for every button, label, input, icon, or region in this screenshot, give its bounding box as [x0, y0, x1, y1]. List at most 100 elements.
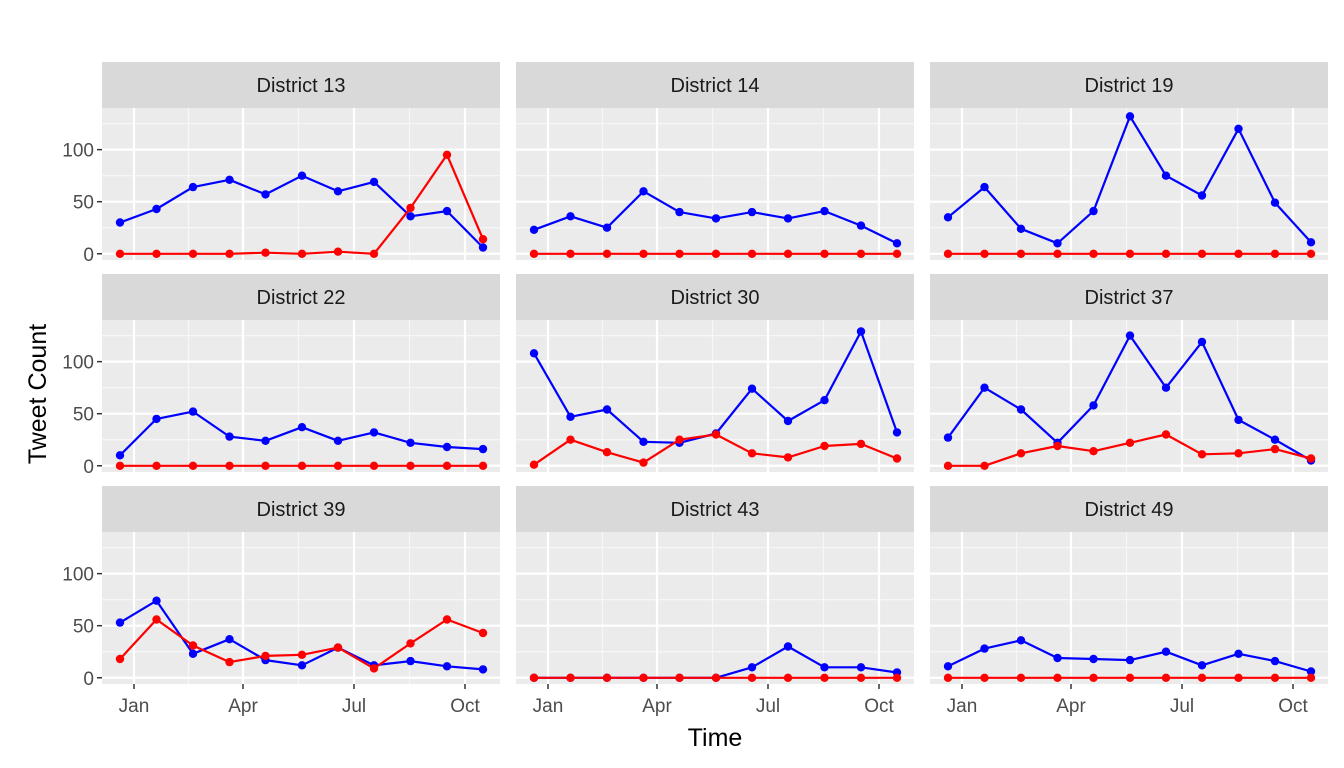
- facet-panel-6: District 37: [930, 274, 1328, 472]
- data-point: [406, 639, 415, 648]
- data-point: [478, 628, 488, 638]
- data-point: [747, 449, 757, 458]
- data-point: [1125, 112, 1135, 121]
- data-point: [639, 437, 648, 446]
- data-point: [783, 673, 793, 682]
- data-point: [1125, 673, 1135, 682]
- data-point: [442, 150, 452, 159]
- data-point: [1161, 647, 1171, 656]
- data-point: [406, 203, 415, 213]
- data-point: [152, 596, 161, 605]
- x-tick-label: Jan: [947, 696, 978, 717]
- data-point: [783, 214, 793, 223]
- data-point: [943, 249, 953, 258]
- y-tick-label: 100: [62, 353, 94, 374]
- data-point: [1161, 673, 1171, 682]
- data-point: [711, 430, 721, 439]
- data-point: [856, 221, 866, 230]
- panel-background: [516, 108, 914, 260]
- data-point: [478, 235, 488, 244]
- data-point: [333, 643, 343, 652]
- data-point: [406, 656, 415, 666]
- data-point: [225, 249, 234, 258]
- data-point: [1197, 249, 1207, 258]
- data-point: [1270, 198, 1280, 207]
- y-tick-label: 0: [83, 669, 94, 690]
- data-point: [478, 444, 488, 454]
- data-point: [943, 673, 953, 682]
- data-point: [188, 461, 198, 470]
- data-point: [747, 384, 757, 393]
- data-point: [892, 249, 902, 258]
- facet-strip: [516, 486, 914, 532]
- data-point: [369, 428, 379, 437]
- data-point: [820, 441, 829, 451]
- data-point: [1234, 449, 1243, 458]
- data-point: [980, 673, 989, 682]
- data-point: [442, 206, 452, 216]
- data-point: [1053, 653, 1062, 663]
- data-point: [225, 657, 234, 667]
- data-point: [297, 423, 307, 432]
- data-point: [442, 461, 452, 470]
- data-point: [225, 635, 234, 644]
- data-point: [529, 249, 539, 258]
- data-point: [856, 673, 866, 682]
- data-point: [1125, 249, 1135, 258]
- data-point: [1306, 673, 1316, 682]
- data-point: [602, 223, 612, 232]
- data-point: [369, 249, 379, 258]
- data-point: [406, 212, 415, 221]
- facet-strip: [102, 62, 500, 108]
- data-point: [442, 662, 452, 671]
- data-point: [529, 673, 539, 682]
- x-tick-label: Jul: [342, 696, 366, 717]
- data-point: [1270, 673, 1280, 682]
- data-point: [1161, 249, 1171, 258]
- data-point: [225, 461, 234, 470]
- data-point: [856, 663, 866, 672]
- facet-panels: District 13 0 50 100 District 14 District 19 D…: [62, 62, 1328, 717]
- data-point: [406, 438, 415, 447]
- data-point: [1234, 673, 1243, 682]
- data-point: [1234, 649, 1243, 658]
- data-point: [188, 182, 198, 192]
- data-point: [566, 435, 575, 444]
- facet-strip: [930, 62, 1328, 108]
- y-tick-label: 50: [73, 617, 94, 638]
- data-point: [1306, 667, 1316, 676]
- x-tick-label: Apr: [228, 696, 258, 717]
- data-point: [675, 207, 684, 217]
- data-point: [1234, 415, 1243, 425]
- x-tick-label: Jul: [1170, 696, 1194, 717]
- x-tick-label: Oct: [450, 696, 480, 717]
- data-point: [980, 644, 989, 653]
- x-axis-title: Time: [688, 724, 743, 752]
- data-point: [1306, 249, 1316, 258]
- data-point: [297, 249, 307, 258]
- panel-background: [516, 532, 914, 684]
- data-point: [369, 664, 379, 673]
- facet-panel-9: District 49 Jan Apr Jul Oct: [930, 486, 1328, 717]
- data-point: [1016, 224, 1026, 233]
- facet-strip: [930, 274, 1328, 320]
- data-point: [297, 461, 307, 470]
- facet-title: District 39: [257, 499, 346, 521]
- facet-panel-3: District 19: [930, 62, 1328, 260]
- data-point: [1306, 454, 1316, 463]
- data-point: [261, 248, 270, 257]
- y-tick-label: 0: [83, 245, 94, 266]
- data-point: [188, 249, 198, 258]
- x-tick-label: Jan: [119, 696, 150, 717]
- data-point: [1053, 249, 1062, 258]
- data-point: [1089, 206, 1098, 216]
- data-point: [566, 249, 575, 258]
- data-point: [478, 461, 488, 470]
- data-point: [297, 650, 307, 659]
- data-point: [1053, 673, 1062, 682]
- data-point: [1234, 124, 1243, 133]
- data-point: [602, 673, 612, 682]
- data-point: [115, 461, 125, 470]
- data-point: [943, 433, 953, 442]
- y-axis-title: Tweet Count: [24, 324, 52, 464]
